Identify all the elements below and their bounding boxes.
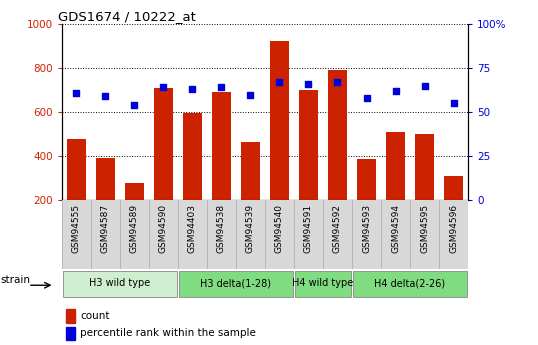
Bar <box>67 139 86 200</box>
Text: GSM94596: GSM94596 <box>449 204 458 253</box>
Point <box>304 81 313 87</box>
Point <box>362 95 371 101</box>
Point <box>101 93 110 99</box>
Bar <box>62 200 468 269</box>
Text: GSM94592: GSM94592 <box>333 204 342 253</box>
Bar <box>415 134 434 200</box>
Text: count: count <box>80 311 110 321</box>
Text: GSM94555: GSM94555 <box>72 204 81 253</box>
Text: GDS1674 / 10222_at: GDS1674 / 10222_at <box>58 10 196 23</box>
Bar <box>212 92 231 200</box>
Point <box>420 83 429 89</box>
Text: H3 delta(1-28): H3 delta(1-28) <box>201 278 272 288</box>
Point <box>130 102 139 108</box>
Text: GSM94595: GSM94595 <box>420 204 429 253</box>
Bar <box>357 159 376 200</box>
Text: percentile rank within the sample: percentile rank within the sample <box>80 328 256 338</box>
Text: GSM94403: GSM94403 <box>188 204 197 253</box>
Text: GSM94594: GSM94594 <box>391 204 400 253</box>
FancyBboxPatch shape <box>353 270 468 297</box>
Point <box>449 101 458 106</box>
Point <box>246 92 255 97</box>
Text: GSM94538: GSM94538 <box>217 204 226 253</box>
Bar <box>125 183 144 200</box>
Text: GSM94587: GSM94587 <box>101 204 110 253</box>
Point <box>333 79 342 85</box>
Bar <box>183 113 202 200</box>
FancyBboxPatch shape <box>295 270 351 297</box>
Bar <box>66 309 75 323</box>
Bar <box>241 142 260 200</box>
Point <box>275 79 284 85</box>
Text: GSM94589: GSM94589 <box>130 204 139 253</box>
Text: GSM94591: GSM94591 <box>304 204 313 253</box>
FancyBboxPatch shape <box>62 270 177 297</box>
FancyBboxPatch shape <box>179 270 293 297</box>
Text: GSM94590: GSM94590 <box>159 204 168 253</box>
Point <box>159 85 168 90</box>
Point <box>217 85 226 90</box>
Bar <box>444 176 463 200</box>
Bar <box>66 327 75 340</box>
Bar <box>299 90 318 200</box>
Text: H4 wild type: H4 wild type <box>292 278 353 288</box>
Bar <box>96 158 115 200</box>
Bar <box>386 132 405 200</box>
Bar <box>270 41 289 200</box>
Text: GSM94593: GSM94593 <box>362 204 371 253</box>
Text: strain: strain <box>0 275 30 285</box>
Bar <box>328 70 347 200</box>
Text: GSM94539: GSM94539 <box>246 204 255 253</box>
Text: H3 wild type: H3 wild type <box>89 278 151 288</box>
Text: H4 delta(2-26): H4 delta(2-26) <box>374 278 445 288</box>
Text: GSM94540: GSM94540 <box>275 204 284 253</box>
Point <box>72 90 81 96</box>
Bar <box>154 88 173 200</box>
Point <box>391 88 400 94</box>
Point <box>188 87 197 92</box>
